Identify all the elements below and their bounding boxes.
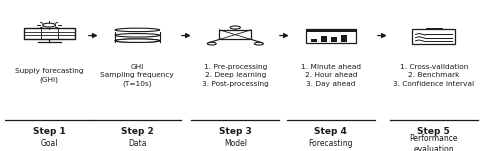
Bar bbox=[24, 28, 74, 39]
Text: Step 4: Step 4 bbox=[314, 127, 348, 136]
Text: 1. Pre-processing
2. Deep learning
3. Post-processing: 1. Pre-processing 2. Deep learning 3. Po… bbox=[202, 64, 268, 87]
Text: 1. Minute ahead
2. Hour ahead
3. Day ahead: 1. Minute ahead 2. Hour ahead 3. Day ahe… bbox=[301, 64, 361, 87]
Text: Forecasting: Forecasting bbox=[308, 139, 353, 148]
Bar bbox=[341, 35, 347, 42]
Text: Step 5: Step 5 bbox=[418, 127, 450, 136]
Ellipse shape bbox=[115, 28, 160, 32]
Text: Model: Model bbox=[224, 139, 247, 148]
Text: Goal: Goal bbox=[40, 139, 58, 148]
Text: GHI
Sampling frequency
(T=10s): GHI Sampling frequency (T=10s) bbox=[100, 64, 174, 87]
Text: Data: Data bbox=[128, 139, 146, 148]
Bar bbox=[306, 29, 356, 43]
Bar bbox=[331, 37, 337, 42]
Bar bbox=[412, 29, 456, 44]
Bar bbox=[311, 39, 317, 42]
Text: Step 2: Step 2 bbox=[121, 127, 154, 136]
Bar bbox=[426, 28, 442, 29]
Bar bbox=[220, 30, 251, 39]
Text: Step 3: Step 3 bbox=[219, 127, 252, 136]
Ellipse shape bbox=[115, 39, 160, 42]
Text: 1. Cross-validation
2. Benchmark
3. Confidence interval: 1. Cross-validation 2. Benchmark 3. Conf… bbox=[393, 64, 474, 87]
Text: Supply forecasting
(GHI): Supply forecasting (GHI) bbox=[15, 68, 84, 83]
Ellipse shape bbox=[115, 34, 160, 37]
Ellipse shape bbox=[115, 39, 160, 42]
Bar bbox=[306, 29, 356, 32]
Bar bbox=[321, 36, 327, 42]
Text: Performance
evaluation: Performance evaluation bbox=[410, 133, 458, 151]
Text: Step 1: Step 1 bbox=[32, 127, 66, 136]
